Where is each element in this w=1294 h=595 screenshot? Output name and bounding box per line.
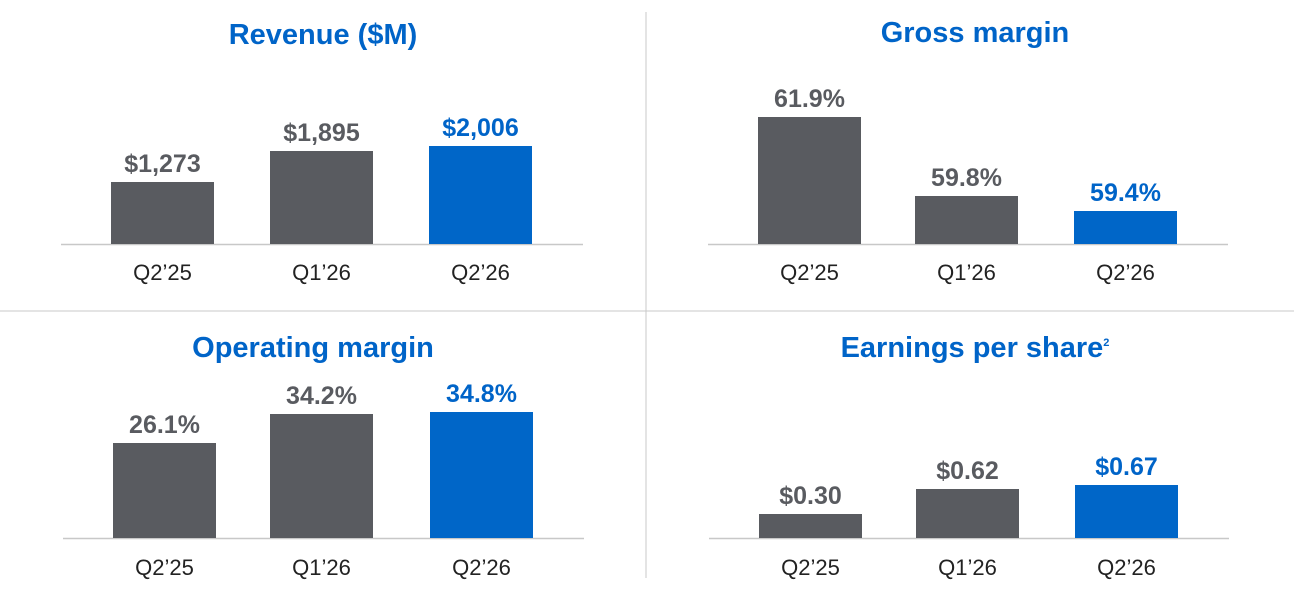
gross-margin-bar-2 — [1074, 211, 1177, 244]
operating-margin-bar-1 — [270, 414, 373, 538]
eps-value-label-1: $0.62 — [936, 457, 999, 485]
revenue-category-label-0: Q2’25 — [133, 260, 192, 285]
revenue-category-label-2: Q2’26 — [451, 260, 510, 285]
gross-margin-value-label-1: 59.8% — [931, 164, 1002, 192]
eps-title-footnote: 2 — [1103, 337, 1109, 349]
revenue-bar-2 — [429, 146, 532, 244]
gross-margin-category-label-0: Q2’25 — [780, 260, 839, 285]
eps-chart-title: Earnings per share2 — [841, 332, 1110, 364]
eps-category-label-0: Q2’25 — [781, 555, 840, 580]
operating-margin-bar-0 — [113, 443, 216, 538]
operating-margin-value-label-0: 26.1% — [129, 411, 200, 439]
revenue-value-label-2: $2,006 — [442, 114, 518, 142]
eps-category-label-1: Q1’26 — [938, 555, 997, 580]
gross-margin-value-label-2: 59.4% — [1090, 179, 1161, 207]
operating-margin-category-label-1: Q1’26 — [292, 555, 351, 580]
revenue-category-label-1: Q1’26 — [292, 260, 351, 285]
operating-margin-value-label-2: 34.8% — [446, 380, 517, 408]
operating-margin-category-label-0: Q2’25 — [135, 555, 194, 580]
eps-bar-2 — [1075, 485, 1178, 538]
gross-margin-bar-0 — [758, 117, 861, 244]
gross-margin-value-label-0: 61.9% — [774, 85, 845, 113]
eps-bar-0 — [759, 514, 862, 538]
operating-margin-category-label-2: Q2’26 — [452, 555, 511, 580]
revenue-chart-title: Revenue ($M) — [229, 19, 418, 51]
gross-margin-category-label-2: Q2’26 — [1096, 260, 1155, 285]
operating-margin-value-label-1: 34.2% — [286, 382, 357, 410]
revenue-value-label-1: $1,895 — [283, 119, 360, 147]
eps-value-label-2: $0.67 — [1095, 453, 1158, 481]
gross-margin-chart-title: Gross margin — [881, 17, 1070, 49]
revenue-bar-0 — [111, 182, 214, 244]
gross-margin-category-label-1: Q1’26 — [937, 260, 996, 285]
operating-margin-chart-title: Operating margin — [192, 332, 434, 364]
gross-margin-bar-1 — [915, 196, 1018, 244]
revenue-bar-1 — [270, 151, 373, 244]
eps-bar-1 — [916, 489, 1019, 538]
eps-category-label-2: Q2’26 — [1097, 555, 1156, 580]
eps-value-label-0: $0.30 — [779, 482, 842, 510]
operating-margin-bar-2 — [430, 412, 533, 538]
revenue-value-label-0: $1,273 — [124, 150, 200, 178]
